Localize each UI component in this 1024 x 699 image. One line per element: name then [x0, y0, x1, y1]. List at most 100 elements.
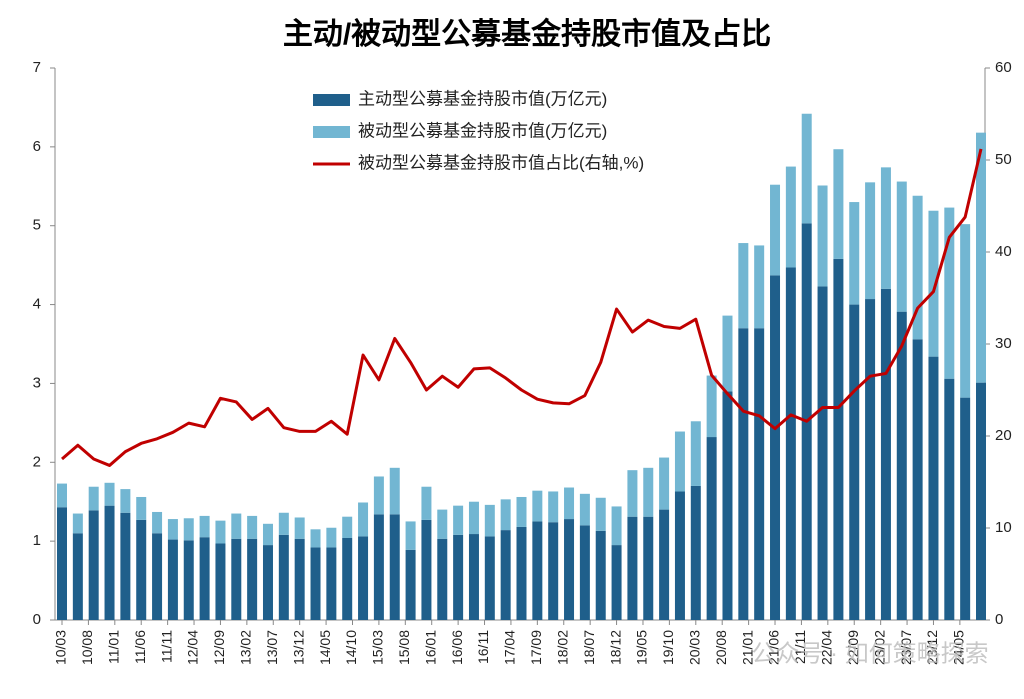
bar — [579, 493, 590, 526]
y2-tick-label: 10 — [995, 519, 1012, 536]
bar — [247, 515, 258, 539]
bar — [674, 491, 685, 620]
bar — [167, 539, 178, 620]
bar — [437, 509, 448, 539]
x-tick-label: 10/03 — [53, 630, 69, 665]
x-tick-label: 22/09 — [845, 630, 861, 665]
bar — [627, 516, 638, 620]
bar — [484, 536, 495, 620]
bar — [516, 496, 527, 527]
bar — [136, 519, 147, 620]
y2-tick-label: 30 — [995, 335, 1012, 352]
bar — [88, 486, 99, 511]
bar — [722, 315, 733, 392]
bar — [785, 166, 796, 268]
bar — [516, 526, 527, 620]
bar — [674, 431, 685, 492]
bar — [849, 202, 860, 305]
bar — [690, 485, 701, 620]
bar — [262, 523, 273, 546]
bar — [754, 328, 765, 620]
bar — [453, 505, 464, 535]
bar — [120, 489, 131, 513]
bar — [611, 545, 622, 620]
bar — [833, 258, 844, 620]
bar — [215, 543, 226, 620]
x-tick-label: 14/05 — [317, 630, 333, 665]
bar — [880, 288, 891, 620]
y-tick-label: 1 — [33, 532, 41, 549]
y2-tick-label: 50 — [995, 151, 1012, 168]
x-tick-label: 23/02 — [871, 630, 887, 665]
bar — [152, 533, 163, 620]
bar — [611, 506, 622, 546]
bar — [532, 521, 543, 620]
bar — [738, 328, 749, 620]
x-tick-label: 24/05 — [951, 630, 967, 665]
bar — [136, 496, 147, 520]
bar — [833, 149, 844, 259]
x-tick-label: 23/07 — [898, 630, 914, 665]
x-tick-label: 13/12 — [290, 630, 306, 665]
bar — [262, 545, 273, 620]
bar — [976, 382, 986, 620]
bar — [231, 538, 242, 620]
bar — [944, 207, 955, 379]
x-tick-label: 16/06 — [449, 630, 465, 665]
bar — [468, 534, 479, 620]
bar — [801, 113, 812, 224]
bar — [373, 476, 384, 515]
bar — [231, 513, 242, 539]
bar — [342, 516, 353, 538]
bar — [928, 356, 939, 620]
watermark: 公众号 · 如何策略探索 — [751, 640, 988, 667]
bar — [278, 534, 289, 620]
y-tick-label: 5 — [33, 217, 41, 234]
bar — [389, 467, 400, 515]
line — [61, 148, 983, 467]
x-tick-label: 12/09 — [211, 630, 227, 665]
x-tick-label: 11/11 — [158, 630, 174, 663]
bar — [865, 182, 876, 300]
bar — [342, 537, 353, 620]
bar — [500, 530, 511, 620]
x-tick-label: 16/01 — [422, 630, 438, 665]
bar — [294, 538, 305, 620]
bar — [437, 538, 448, 620]
bar — [928, 210, 939, 357]
bar — [72, 533, 83, 620]
legend-label: 被动型公募基金持股市值占比(右轴,%) — [358, 153, 644, 172]
x-tick-label: 19/10 — [660, 630, 676, 665]
bar — [817, 185, 828, 287]
bar — [358, 536, 369, 620]
x-tick-label: 18/07 — [581, 630, 597, 665]
bar — [120, 512, 131, 620]
bar — [564, 519, 575, 620]
x-tick-label: 21/06 — [766, 630, 782, 665]
bar — [564, 487, 575, 520]
bar — [944, 378, 955, 620]
x-tick-label: 21/01 — [739, 630, 755, 665]
bar — [770, 275, 781, 620]
bar — [421, 519, 432, 620]
legend-label: 被动型公募基金持股市值(万亿元) — [358, 121, 607, 140]
bar — [326, 527, 337, 548]
x-tick-label: 15/03 — [370, 630, 386, 665]
bar — [199, 515, 210, 538]
bar — [896, 181, 907, 312]
y-tick-label: 0 — [33, 611, 41, 628]
x-tick-label: 20/03 — [686, 630, 702, 665]
x-tick-label: 13/02 — [238, 630, 254, 665]
bar — [817, 286, 828, 620]
legend-label: 主动型公募基金持股市值(万亿元) — [358, 89, 607, 108]
bar — [865, 299, 876, 620]
bar — [453, 534, 464, 620]
legend-swatch — [313, 126, 350, 138]
x-tick-label: 12/04 — [185, 630, 201, 665]
bar — [976, 132, 986, 383]
x-tick-label: 17/04 — [502, 630, 518, 665]
bar — [57, 507, 67, 620]
bar — [690, 421, 701, 486]
bar — [88, 510, 99, 620]
y2-tick-label: 20 — [995, 427, 1012, 444]
